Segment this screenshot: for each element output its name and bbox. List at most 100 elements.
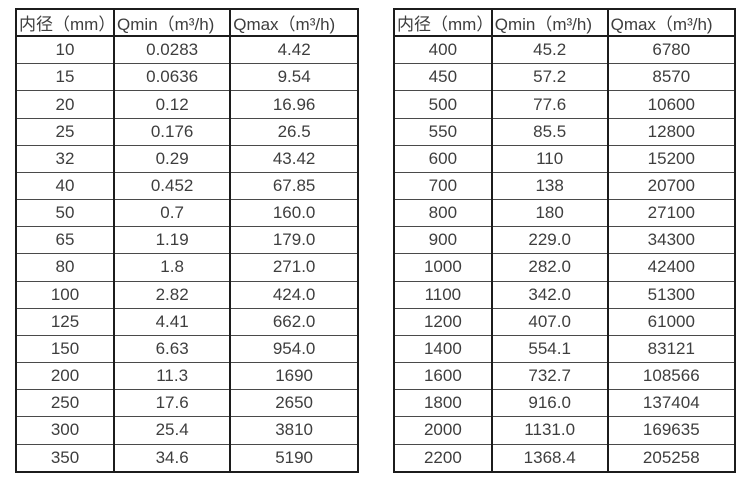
- table-row: 20 0.12 16.96: [14, 90, 359, 119]
- qmax-cell: 424.0: [229, 280, 359, 309]
- qmax-cell: 67.85: [229, 171, 359, 201]
- diameter-cell: 125: [14, 307, 116, 336]
- qmin-cell: 77.6: [490, 90, 609, 119]
- column-header: 内径（mm）: [393, 8, 493, 37]
- qmin-cell: 180: [490, 199, 609, 228]
- table-row: 1800 916.0 137404: [393, 389, 737, 418]
- qmax-cell: 26.5: [229, 117, 359, 146]
- table-row: 900 229.0 34300: [393, 226, 737, 255]
- qmax-cell: 1690: [229, 362, 359, 391]
- qmax-cell: 271.0: [229, 253, 359, 282]
- qmin-cell: 6.63: [113, 334, 232, 364]
- diameter-cell: 200: [14, 362, 116, 391]
- qmin-cell: 554.1: [490, 334, 609, 364]
- qmin-cell: 0.12: [113, 90, 232, 119]
- diameter-cell: 1400: [393, 334, 493, 364]
- qmax-cell: 5190: [229, 443, 359, 473]
- table-row: 350 34.6 5190: [14, 443, 359, 473]
- qmax-cell: 20700: [606, 171, 737, 201]
- qmin-cell: 342.0: [490, 280, 609, 309]
- diameter-cell: 20: [14, 90, 116, 119]
- diameter-cell: 80: [14, 253, 116, 282]
- qmax-cell: 83121: [606, 334, 737, 364]
- qmin-cell: 45.2: [490, 35, 609, 65]
- qmin-cell: 1.19: [113, 226, 232, 255]
- diameter-cell: 2000: [393, 416, 493, 445]
- diameter-cell: 1200: [393, 307, 493, 336]
- diameter-cell: 1100: [393, 280, 493, 309]
- column-header: Qmax（m³/h): [606, 8, 737, 37]
- diameter-cell: 300: [14, 416, 116, 445]
- table-row: 800 180 27100: [393, 199, 737, 228]
- qmin-cell: 1131.0: [490, 416, 609, 445]
- qmax-cell: 43.42: [229, 144, 359, 173]
- table-row: 15 0.0636 9.54: [14, 63, 359, 92]
- qmax-cell: 3810: [229, 416, 359, 445]
- diameter-cell: 800: [393, 199, 493, 228]
- qmax-cell: 15200: [606, 144, 737, 173]
- qmin-cell: 282.0: [490, 253, 609, 282]
- diameter-cell: 25: [14, 117, 116, 146]
- qmax-cell: 42400: [606, 253, 737, 282]
- qmax-cell: 61000: [606, 307, 737, 336]
- table-row: 400 45.2 6780: [393, 35, 737, 65]
- qmax-cell: 2650: [229, 389, 359, 418]
- qmax-cell: 169635: [606, 416, 737, 445]
- table-row: 2200 1368.4 205258: [393, 443, 737, 473]
- header-row: 内径（mm） Qmin（m³/h) Qmax（m³/h): [14, 8, 359, 37]
- qmin-cell: 25.4: [113, 416, 232, 445]
- qmin-cell: 0.452: [113, 171, 232, 201]
- qmax-cell: 160.0: [229, 199, 359, 228]
- table-row: 80 1.8 271.0: [14, 253, 359, 282]
- qmax-cell: 9.54: [229, 63, 359, 92]
- diameter-cell: 500: [393, 90, 493, 119]
- qmin-cell: 110: [490, 144, 609, 173]
- table-row: 550 85.5 12800: [393, 117, 737, 146]
- column-header: Qmin（m³/h): [113, 8, 232, 37]
- qmin-cell: 17.6: [113, 389, 232, 418]
- qmin-cell: 916.0: [490, 389, 609, 418]
- flow-range-table-large-diameters: 内径（mm） Qmin（m³/h) Qmax（m³/h) 400 45.2 6780 450…: [393, 8, 737, 473]
- qmin-cell: 0.0636: [113, 63, 232, 92]
- diameter-cell: 10: [14, 35, 116, 65]
- diameter-cell: 700: [393, 171, 493, 201]
- diameter-cell: 450: [393, 63, 493, 92]
- table-row: 600 110 15200: [393, 144, 737, 173]
- qmin-cell: 1.8: [113, 253, 232, 282]
- diameter-cell: 600: [393, 144, 493, 173]
- qmax-cell: 10600: [606, 90, 737, 119]
- diameter-cell: 32: [14, 144, 116, 173]
- qmin-cell: 0.7: [113, 199, 232, 228]
- table-row: 250 17.6 2650: [14, 389, 359, 418]
- column-header: 内径（mm）: [14, 8, 116, 37]
- column-header: Qmax（m³/h): [229, 8, 359, 37]
- qmin-cell: 138: [490, 171, 609, 201]
- qmax-cell: 6780: [606, 35, 737, 65]
- qmax-cell: 662.0: [229, 307, 359, 336]
- qmax-cell: 954.0: [229, 334, 359, 364]
- diameter-cell: 50: [14, 199, 116, 228]
- qmin-cell: 1368.4: [490, 443, 609, 473]
- diameter-cell: 100: [14, 280, 116, 309]
- table-row: 125 4.41 662.0: [14, 307, 359, 336]
- table-row: 300 25.4 3810: [14, 416, 359, 445]
- qmax-cell: 34300: [606, 226, 737, 255]
- qmin-cell: 4.41: [113, 307, 232, 336]
- table-row: 700 138 20700: [393, 171, 737, 201]
- table-row: 40 0.452 67.85: [14, 171, 359, 201]
- table-row: 25 0.176 26.5: [14, 117, 359, 146]
- column-header: Qmin（m³/h): [490, 8, 609, 37]
- qmax-cell: 108566: [606, 362, 737, 391]
- diameter-cell: 2200: [393, 443, 493, 473]
- qmin-cell: 34.6: [113, 443, 232, 473]
- qmin-cell: 0.29: [113, 144, 232, 173]
- diameter-cell: 1800: [393, 389, 493, 418]
- diameter-cell: 150: [14, 334, 116, 364]
- qmax-cell: 51300: [606, 280, 737, 309]
- qmax-cell: 16.96: [229, 90, 359, 119]
- diameter-cell: 350: [14, 443, 116, 473]
- table-row: 200 11.3 1690: [14, 362, 359, 391]
- qmin-cell: 407.0: [490, 307, 609, 336]
- table-row: 150 6.63 954.0: [14, 334, 359, 364]
